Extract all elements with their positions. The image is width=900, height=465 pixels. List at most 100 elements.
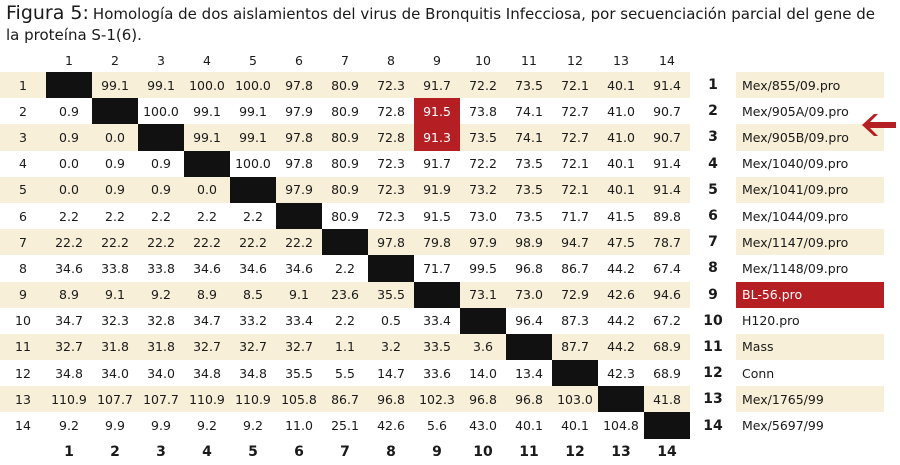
matrix-cell: 102.3	[414, 386, 460, 413]
figure-caption-text: Homología de dos aislamientos del virus …	[6, 5, 876, 44]
column-footer: 6	[294, 443, 304, 460]
matrix-cell: 94.7	[552, 229, 598, 256]
diagonal-cell	[368, 255, 414, 282]
matrix-cell: 40.1	[561, 418, 589, 434]
matrix-cell: 100.0	[230, 72, 276, 99]
matrix-cell: 35.5	[368, 281, 414, 308]
matrix-cell: 107.7	[138, 386, 184, 413]
matrix-cell: 107.7	[92, 386, 138, 413]
spacer-cell	[736, 439, 884, 465]
column-header: 2	[111, 52, 119, 68]
spacer-cell	[690, 439, 736, 465]
row-number: 5	[0, 176, 46, 203]
diagonal-cell	[46, 72, 92, 99]
row-number: 14	[15, 418, 31, 434]
sequence-name: Mex/1040/09.pro	[742, 156, 849, 172]
matrix-cell: 73.8	[469, 103, 497, 119]
sequence-name: Mex/5697/99	[742, 418, 824, 434]
matrix-cell: 68.9	[644, 333, 690, 361]
matrix-row: 5 0.0 0.9 0.9 0.0 97.9 80.9 72.3 91.9 73.2 73.5 72.…	[0, 176, 884, 203]
sequence-index: 10	[703, 312, 723, 329]
matrix-cell: 2.2	[59, 208, 79, 224]
diagonal-cell	[276, 202, 322, 230]
matrix-cell: 11.0	[285, 418, 313, 434]
column-footer: 11	[519, 443, 539, 460]
matrix-cell: 91.5	[423, 208, 451, 224]
matrix-cell: 43.0	[469, 418, 497, 434]
matrix-cell: 22.2	[138, 229, 184, 256]
matrix-row: 11 32.7 31.8 31.8 32.7 32.7 32.7 1.1 3.2 33.5 3.6 8…	[0, 333, 884, 361]
matrix-cell: 13.4	[515, 365, 543, 381]
matrix-cell: 103.0	[552, 386, 598, 413]
matrix-cell: 96.4	[515, 313, 543, 329]
matrix-cell: 80.9	[331, 156, 359, 172]
matrix-cell: 91.4	[653, 156, 681, 172]
sequence-name: H120.pro	[742, 313, 800, 329]
matrix-cell: 0.9	[92, 176, 138, 203]
matrix-cell: 33.2	[239, 313, 267, 329]
matrix-cell: 8.9	[46, 281, 92, 308]
matrix-cell: 72.3	[368, 176, 414, 203]
matrix-row: 1 99.1 99.1 100.0 100.0 97.8 80.9 72.3 91.7 72.2 7…	[0, 72, 884, 99]
matrix-cell: 9.9	[151, 418, 171, 434]
sequence-name: BL-56.pro	[736, 281, 884, 308]
column-footer: 10	[473, 443, 493, 460]
matrix-cell: 44.2	[598, 333, 644, 361]
matrix-cell: 23.6	[322, 281, 368, 308]
matrix-cell: 33.4	[285, 313, 313, 329]
matrix-cell: 99.1	[184, 124, 230, 151]
matrix-cell: 87.3	[561, 313, 589, 329]
matrix-cell: 32.7	[46, 333, 92, 361]
matrix-cell: 72.1	[552, 72, 598, 99]
matrix-cell: 0.9	[59, 103, 79, 119]
matrix-cell: 0.0	[92, 124, 138, 151]
left-arrow-icon	[862, 114, 896, 136]
matrix-row: 12 34.8 34.0 34.0 34.8 34.8 35.5 5.5 14.7 33.6 14.…	[0, 360, 884, 387]
figure-label: Figura 5:	[6, 2, 89, 24]
sequence-index: 9	[708, 286, 718, 303]
column-footer: 7	[340, 443, 350, 460]
row-number: 1	[0, 72, 46, 99]
diagonal-cell	[506, 333, 552, 361]
matrix-cell: 2.2	[335, 260, 355, 276]
sequence-index: 6	[708, 208, 718, 225]
matrix-cell: 91.4	[644, 72, 690, 99]
matrix-cell: 34.6	[193, 260, 221, 276]
figure-caption: Figura 5: Homología de dos aislamientos d…	[6, 3, 886, 46]
matrix-cell: 72.3	[377, 208, 405, 224]
matrix-cell: 72.8	[377, 103, 405, 119]
matrix-cell: 0.0	[46, 176, 92, 203]
matrix-cell: 8.5	[230, 281, 276, 308]
row-number: 4	[19, 156, 27, 172]
matrix-cell: 90.7	[653, 103, 681, 119]
matrix-cell: 72.9	[552, 281, 598, 308]
homology-matrix: 1 2 3 4 5 6 7 8 9 10 11 12 13 14 1 99.1 99.1 100.0 100.0 97…	[0, 48, 884, 465]
matrix-cell: 33.5	[414, 333, 460, 361]
matrix-cell: 73.5	[515, 208, 543, 224]
matrix-cell: 2.2	[151, 208, 171, 224]
matrix-cell: 42.3	[607, 365, 635, 381]
matrix-cell: 91.7	[414, 72, 460, 99]
matrix-cell: 97.9	[285, 103, 313, 119]
matrix-cell: 5.5	[335, 365, 355, 381]
sequence-name: Mex/905A/09.pro	[742, 103, 849, 119]
matrix-cell: 9.2	[197, 418, 217, 434]
column-footer: 2	[110, 443, 120, 460]
column-header: 9	[433, 52, 441, 68]
matrix-cell: 32.3	[101, 313, 129, 329]
matrix-cell: 32.7	[230, 333, 276, 361]
matrix-cell: 110.9	[230, 386, 276, 413]
sequence-index: 13	[703, 391, 723, 408]
diagonal-cell	[598, 386, 644, 413]
matrix-cell: 3.2	[368, 333, 414, 361]
row-number: 9	[0, 281, 46, 308]
diagonal-cell	[552, 360, 598, 387]
column-header: 7	[341, 52, 349, 68]
matrix-row: 2 0.9 100.0 99.1 99.1 97.9 80.9 72.8 91.5 73.8 74.…	[0, 98, 884, 125]
matrix-cell: 99.1	[230, 124, 276, 151]
matrix-cell: 73.2	[460, 176, 506, 203]
matrix-cell: 72.3	[377, 156, 405, 172]
sequence-index: 5	[708, 181, 718, 198]
column-header: 8	[387, 52, 395, 68]
matrix-cell: 80.9	[322, 176, 368, 203]
